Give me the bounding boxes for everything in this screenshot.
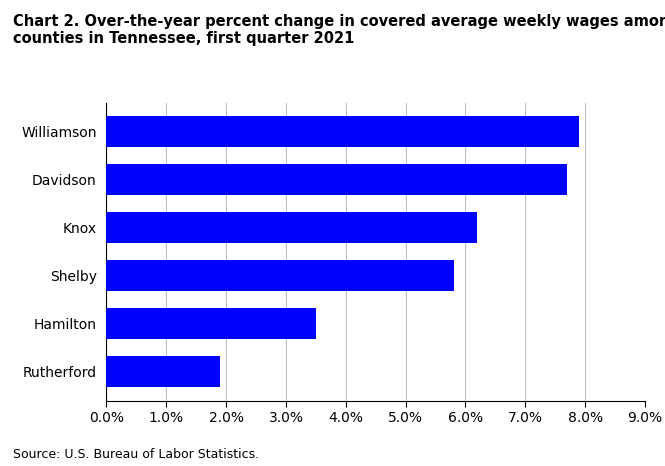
- Bar: [106, 260, 454, 291]
- Text: Chart 2. Over-the-year percent change in covered average weekly wages among  the: Chart 2. Over-the-year percent change in…: [13, 14, 665, 47]
- Bar: [106, 164, 567, 195]
- Bar: [106, 308, 316, 339]
- Bar: [106, 212, 477, 243]
- Bar: [106, 356, 220, 387]
- Bar: [106, 116, 579, 147]
- Text: Source: U.S. Bureau of Labor Statistics.: Source: U.S. Bureau of Labor Statistics.: [13, 448, 259, 461]
